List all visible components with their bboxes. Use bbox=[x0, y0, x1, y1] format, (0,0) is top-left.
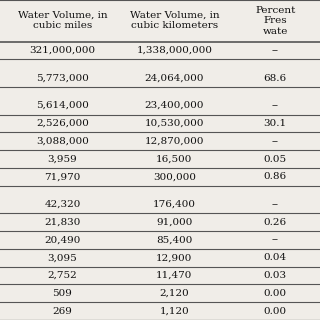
Text: 3,088,000: 3,088,000 bbox=[36, 137, 89, 146]
Text: 85,400: 85,400 bbox=[156, 236, 193, 244]
Text: 23,400,000: 23,400,000 bbox=[145, 101, 204, 110]
Text: 20,490: 20,490 bbox=[44, 236, 81, 244]
Text: 12,870,000: 12,870,000 bbox=[145, 137, 204, 146]
Text: --: -- bbox=[272, 137, 279, 146]
Text: 0.26: 0.26 bbox=[264, 218, 287, 227]
Text: 5,614,000: 5,614,000 bbox=[36, 101, 89, 110]
Text: 0.03: 0.03 bbox=[264, 271, 287, 280]
Text: Water Volume, in
cubic kilometers: Water Volume, in cubic kilometers bbox=[130, 11, 219, 30]
Text: 30.1: 30.1 bbox=[264, 119, 287, 128]
Text: 24,064,000: 24,064,000 bbox=[145, 74, 204, 83]
Text: 91,000: 91,000 bbox=[156, 218, 193, 227]
Text: 269: 269 bbox=[52, 307, 72, 316]
Text: --: -- bbox=[272, 200, 279, 209]
Text: Percent
Fres
wate: Percent Fres wate bbox=[255, 6, 295, 36]
Text: 16,500: 16,500 bbox=[156, 155, 193, 164]
Text: 0.04: 0.04 bbox=[264, 253, 287, 262]
Text: 2,120: 2,120 bbox=[160, 289, 189, 298]
Text: 1,120: 1,120 bbox=[160, 307, 189, 316]
Text: 2,752: 2,752 bbox=[48, 271, 77, 280]
Text: 42,320: 42,320 bbox=[44, 200, 81, 209]
Text: 5,773,000: 5,773,000 bbox=[36, 74, 89, 83]
Text: --: -- bbox=[272, 101, 279, 110]
Text: 321,000,000: 321,000,000 bbox=[29, 46, 95, 55]
Text: 1,338,000,000: 1,338,000,000 bbox=[136, 46, 212, 55]
Text: Water Volume, in
cubic miles: Water Volume, in cubic miles bbox=[18, 11, 107, 30]
Text: 509: 509 bbox=[52, 289, 72, 298]
Text: 10,530,000: 10,530,000 bbox=[145, 119, 204, 128]
Text: 68.6: 68.6 bbox=[264, 74, 287, 83]
Text: 0.00: 0.00 bbox=[264, 307, 287, 316]
Text: 11,470: 11,470 bbox=[156, 271, 193, 280]
Text: 3,095: 3,095 bbox=[48, 253, 77, 262]
Text: 0.00: 0.00 bbox=[264, 289, 287, 298]
Text: 0.86: 0.86 bbox=[264, 172, 287, 181]
Text: 3,959: 3,959 bbox=[48, 155, 77, 164]
Text: 0.05: 0.05 bbox=[264, 155, 287, 164]
Text: 300,000: 300,000 bbox=[153, 172, 196, 181]
Text: --: -- bbox=[272, 46, 279, 55]
Text: 12,900: 12,900 bbox=[156, 253, 193, 262]
Text: 2,526,000: 2,526,000 bbox=[36, 119, 89, 128]
Text: 71,970: 71,970 bbox=[44, 172, 81, 181]
Text: --: -- bbox=[272, 236, 279, 244]
Text: 21,830: 21,830 bbox=[44, 218, 81, 227]
Text: 176,400: 176,400 bbox=[153, 200, 196, 209]
